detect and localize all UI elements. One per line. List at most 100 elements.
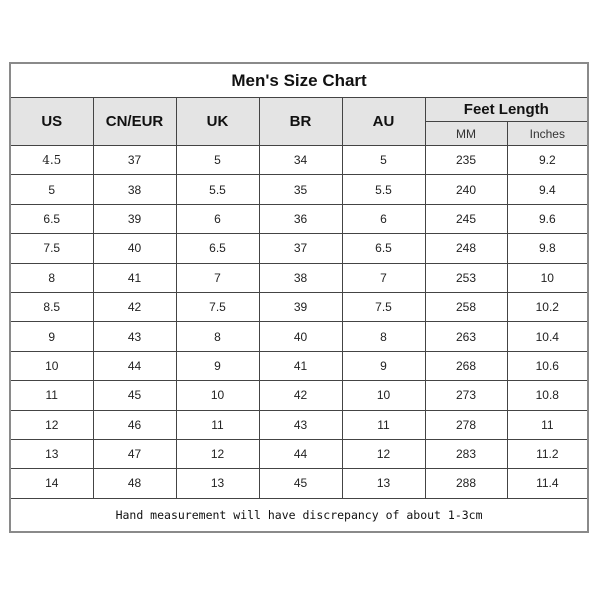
cell-inches: 10.2 xyxy=(506,291,589,323)
cell-inches: 9.6 xyxy=(506,203,589,235)
cell-au: 6.5 xyxy=(341,233,426,264)
cell-us: 5 xyxy=(9,174,94,205)
cell-au: 6 xyxy=(341,203,426,235)
cell-au: 7.5 xyxy=(341,291,426,323)
cell-cn-eur: 42 xyxy=(92,291,177,323)
table-row: 6.5 39 6 36 6 245 9.6 xyxy=(9,203,589,235)
cell-au: 5.5 xyxy=(341,174,426,205)
cell-cn-eur: 44 xyxy=(92,350,177,382)
cell-cn-eur: 47 xyxy=(92,438,177,470)
cell-mm: 268 xyxy=(424,350,508,382)
header-mm: MM xyxy=(424,121,508,146)
cell-mm: 248 xyxy=(424,233,508,264)
cell-cn-eur: 39 xyxy=(92,203,177,235)
cell-mm: 258 xyxy=(424,291,508,323)
cell-br: 35 xyxy=(258,174,343,205)
cell-us: 14 xyxy=(9,468,94,499)
cell-inches: 11.2 xyxy=(506,438,589,470)
chart-title: Men's Size Chart xyxy=(9,62,589,98)
cell-au: 11 xyxy=(341,409,426,440)
cell-cn-eur: 46 xyxy=(92,409,177,440)
cell-us: 12 xyxy=(9,409,94,440)
cell-us: 9 xyxy=(9,321,94,352)
table-row: 11 45 10 42 10 273 10.8 xyxy=(9,380,589,411)
table-row: 9 43 8 40 8 263 10.4 xyxy=(9,321,589,352)
cell-mm: 245 xyxy=(424,203,508,235)
table-row: 5 38 5.5 35 5.5 240 9.4 xyxy=(9,174,589,205)
cell-br: 39 xyxy=(258,291,343,323)
cell-br: 37 xyxy=(258,233,343,264)
cell-uk: 12 xyxy=(175,438,260,470)
cell-mm: 240 xyxy=(424,174,508,205)
cell-uk: 7.5 xyxy=(175,291,260,323)
cell-uk: 9 xyxy=(175,350,260,382)
cell-inches: 10.4 xyxy=(506,321,589,352)
table-row: 10 44 9 41 9 268 10.6 xyxy=(9,350,589,382)
cell-mm: 273 xyxy=(424,380,508,411)
cell-br: 41 xyxy=(258,350,343,382)
cell-cn-eur: 48 xyxy=(92,468,177,499)
cell-uk: 13 xyxy=(175,468,260,499)
header-us: US xyxy=(9,97,94,146)
cell-br: 40 xyxy=(258,321,343,352)
header-cn-eur: CN/EUR xyxy=(92,97,177,146)
cell-br: 34 xyxy=(258,144,343,176)
table-row: 12 46 11 43 11 278 11 xyxy=(9,409,589,440)
cell-mm: 253 xyxy=(424,262,508,293)
cell-mm: 263 xyxy=(424,321,508,352)
header-au: AU xyxy=(341,97,426,146)
cell-cn-eur: 38 xyxy=(92,174,177,205)
cell-us: 7.5 xyxy=(9,233,94,264)
cell-inches: 9.4 xyxy=(506,174,589,205)
cell-us: 4.5 xyxy=(9,144,94,176)
cell-uk: 6.5 xyxy=(175,233,260,264)
cell-us: 8 xyxy=(9,262,94,293)
cell-us: 13 xyxy=(9,438,94,470)
cell-br: 38 xyxy=(258,262,343,293)
cell-us: 6.5 xyxy=(9,203,94,235)
cell-mm: 278 xyxy=(424,409,508,440)
cell-br: 42 xyxy=(258,380,343,411)
cell-au: 7 xyxy=(341,262,426,293)
cell-uk: 10 xyxy=(175,380,260,411)
cell-inches: 11.4 xyxy=(506,468,589,499)
cell-us: 11 xyxy=(9,380,94,411)
header-uk: UK xyxy=(175,97,260,146)
cell-uk: 7 xyxy=(175,262,260,293)
cell-mm: 235 xyxy=(424,144,508,176)
cell-br: 45 xyxy=(258,468,343,499)
cell-mm: 288 xyxy=(424,468,508,499)
cell-mm: 283 xyxy=(424,438,508,470)
cell-au: 5 xyxy=(341,144,426,176)
table-row: 13 47 12 44 12 283 11.2 xyxy=(9,438,589,470)
cell-au: 13 xyxy=(341,468,426,499)
table-row: 8 41 7 38 7 253 10 xyxy=(9,262,589,293)
cell-au: 10 xyxy=(341,380,426,411)
cell-inches: 10 xyxy=(506,262,589,293)
table-row: 4.5 37 5 34 5 235 9.2 xyxy=(9,144,589,176)
cell-cn-eur: 40 xyxy=(92,233,177,264)
cell-uk: 5 xyxy=(175,144,260,176)
cell-inches: 10.8 xyxy=(506,380,589,411)
cell-uk: 8 xyxy=(175,321,260,352)
cell-inches: 9.2 xyxy=(506,144,589,176)
cell-au: 8 xyxy=(341,321,426,352)
cell-inches: 11 xyxy=(506,409,589,440)
table-row: 14 48 13 45 13 288 11.4 xyxy=(9,468,589,499)
cell-au: 12 xyxy=(341,438,426,470)
cell-cn-eur: 37 xyxy=(92,144,177,176)
cell-uk: 11 xyxy=(175,409,260,440)
cell-au: 9 xyxy=(341,350,426,382)
footer-note: Hand measurement will have discrepancy o… xyxy=(9,497,589,533)
cell-br: 36 xyxy=(258,203,343,235)
cell-cn-eur: 45 xyxy=(92,380,177,411)
cell-inches: 9.8 xyxy=(506,233,589,264)
cell-inches: 10.6 xyxy=(506,350,589,382)
cell-br: 43 xyxy=(258,409,343,440)
size-chart-table: Men's Size Chart US CN/EUR UK BR AU Feet… xyxy=(9,62,590,533)
table-row: 7.5 40 6.5 37 6.5 248 9.8 xyxy=(9,233,589,264)
cell-us: 8.5 xyxy=(9,291,94,323)
cell-us: 10 xyxy=(9,350,94,382)
cell-cn-eur: 43 xyxy=(92,321,177,352)
cell-uk: 6 xyxy=(175,203,260,235)
